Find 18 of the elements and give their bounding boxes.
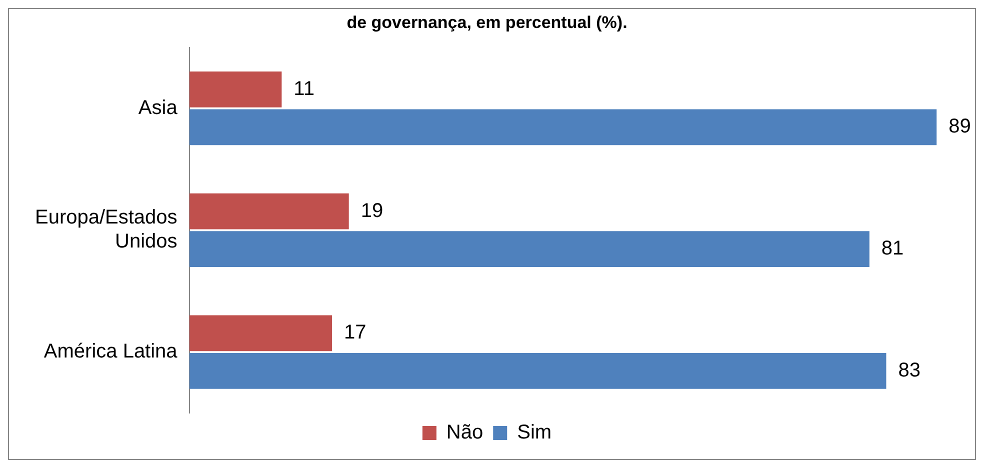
legend-label: Não — [446, 422, 484, 444]
bar — [189, 72, 282, 108]
data-label: 89 — [948, 116, 971, 138]
bar — [189, 193, 349, 230]
data-label: 83 — [898, 359, 920, 382]
data-label: 19 — [360, 200, 384, 222]
legend-label: Sim — [517, 422, 552, 444]
bar — [189, 231, 870, 268]
bar — [189, 109, 937, 146]
data-label: 17 — [344, 322, 366, 344]
y-tick-label: Asia — [138, 96, 178, 119]
bar — [189, 315, 332, 352]
y-tick-label: América Latina — [44, 340, 178, 363]
bar — [189, 353, 886, 389]
data-label: 81 — [881, 238, 904, 260]
y-tick-label: Europa/Estados Unidos — [34, 206, 178, 253]
chart-title: de governança, em percentual (%). — [346, 12, 628, 32]
data-label: 11 — [294, 78, 314, 100]
